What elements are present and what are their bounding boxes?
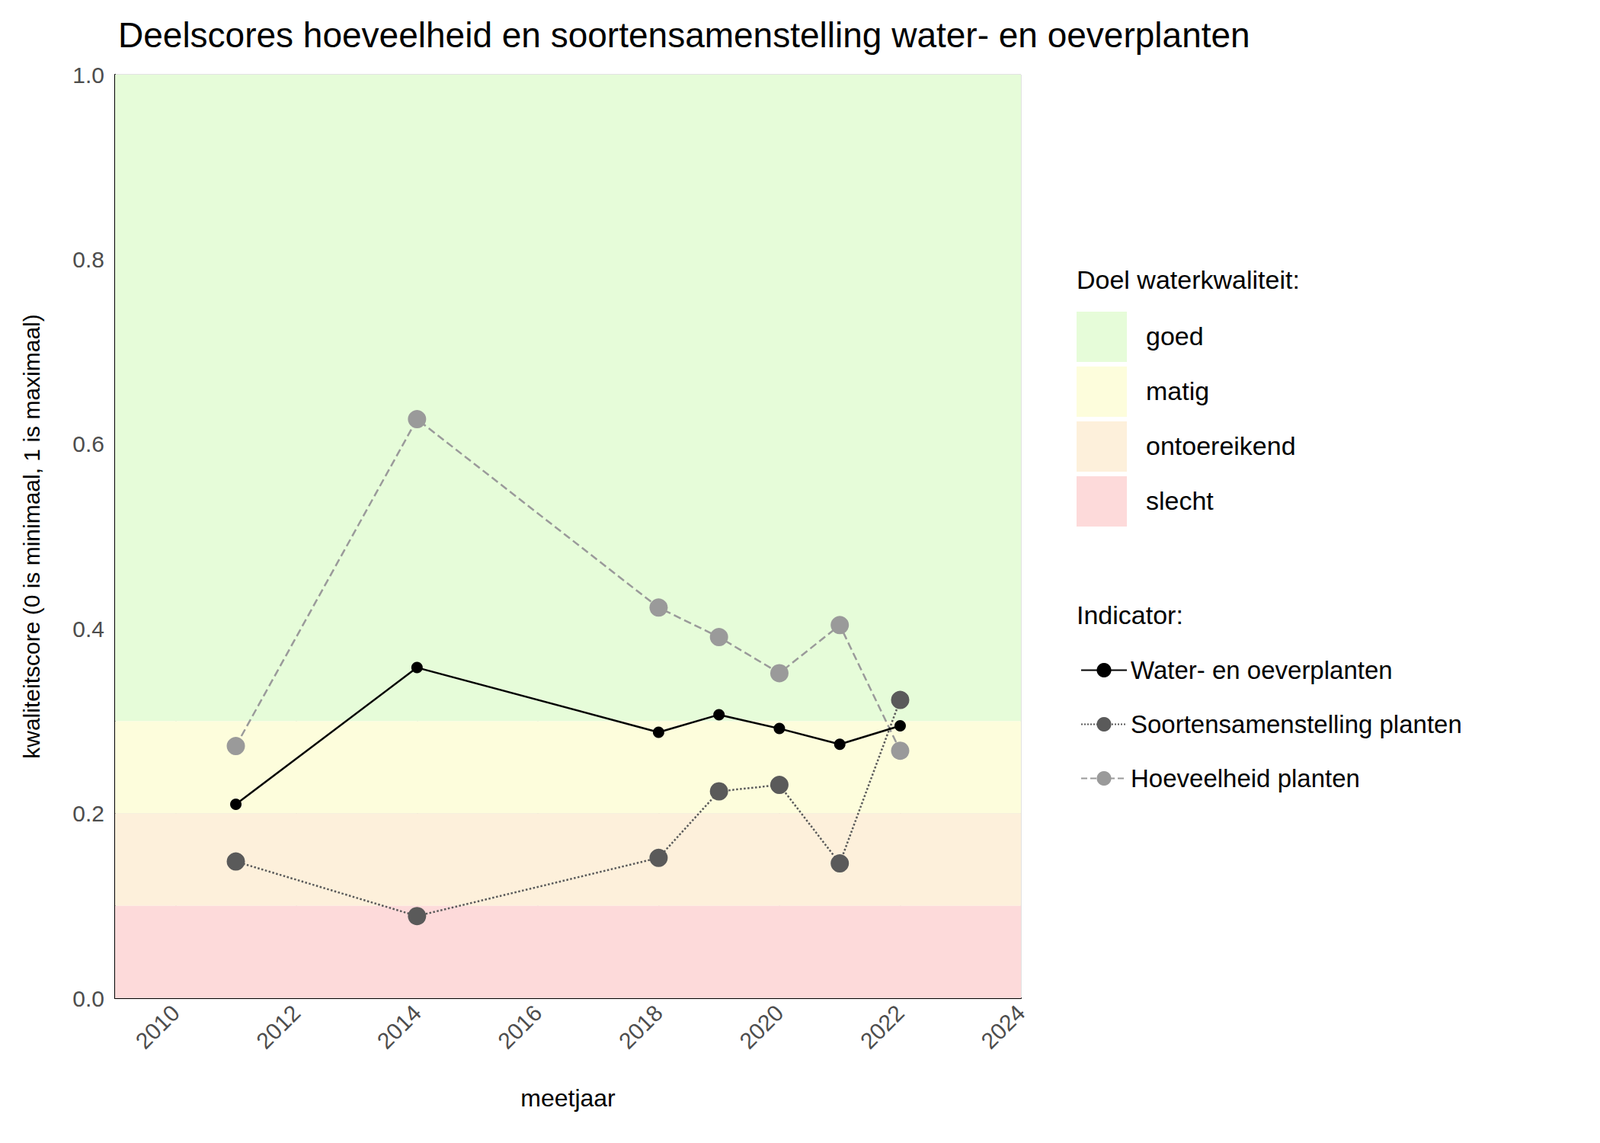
svg-text:2010: 2010 [130,999,185,1054]
svg-text:2022: 2022 [855,999,910,1054]
svg-text:1.0: 1.0 [72,62,105,88]
svg-text:2020: 2020 [734,999,789,1054]
svg-text:kwaliteitscore (0 is minimaal,: kwaliteitscore (0 is minimaal, 1 is maxi… [19,313,45,759]
svg-text:2016: 2016 [492,999,548,1054]
svg-text:Indicator:: Indicator: [1076,600,1184,630]
svg-text:0.8: 0.8 [72,246,105,272]
svg-text:2014: 2014 [371,999,426,1054]
svg-text:0.0: 0.0 [72,985,105,1012]
svg-text:Deelscores hoeveelheid en soor: Deelscores hoeveelheid en soortensamenst… [118,15,1251,55]
svg-text:0.6: 0.6 [72,431,105,457]
svg-text:slecht: slecht [1145,486,1214,516]
svg-text:2018: 2018 [614,999,669,1054]
svg-text:2012: 2012 [251,999,306,1054]
svg-text:matig: matig [1145,376,1210,406]
svg-text:ontoereikend: ontoereikend [1145,431,1296,461]
svg-text:2024: 2024 [976,999,1031,1054]
svg-text:Hoeveelheid planten: Hoeveelheid planten [1130,764,1360,793]
svg-text:meetjaar: meetjaar [520,1084,616,1112]
svg-text:0.4: 0.4 [72,616,105,642]
svg-text:0.2: 0.2 [72,800,105,826]
svg-text:Soortensamenstelling planten: Soortensamenstelling planten [1130,710,1463,739]
svg-text:Water- en oeverplanten: Water- en oeverplanten [1130,656,1393,685]
svg-text:Doel waterkwaliteit:: Doel waterkwaliteit: [1076,265,1300,295]
svg-text:goed: goed [1145,321,1204,351]
